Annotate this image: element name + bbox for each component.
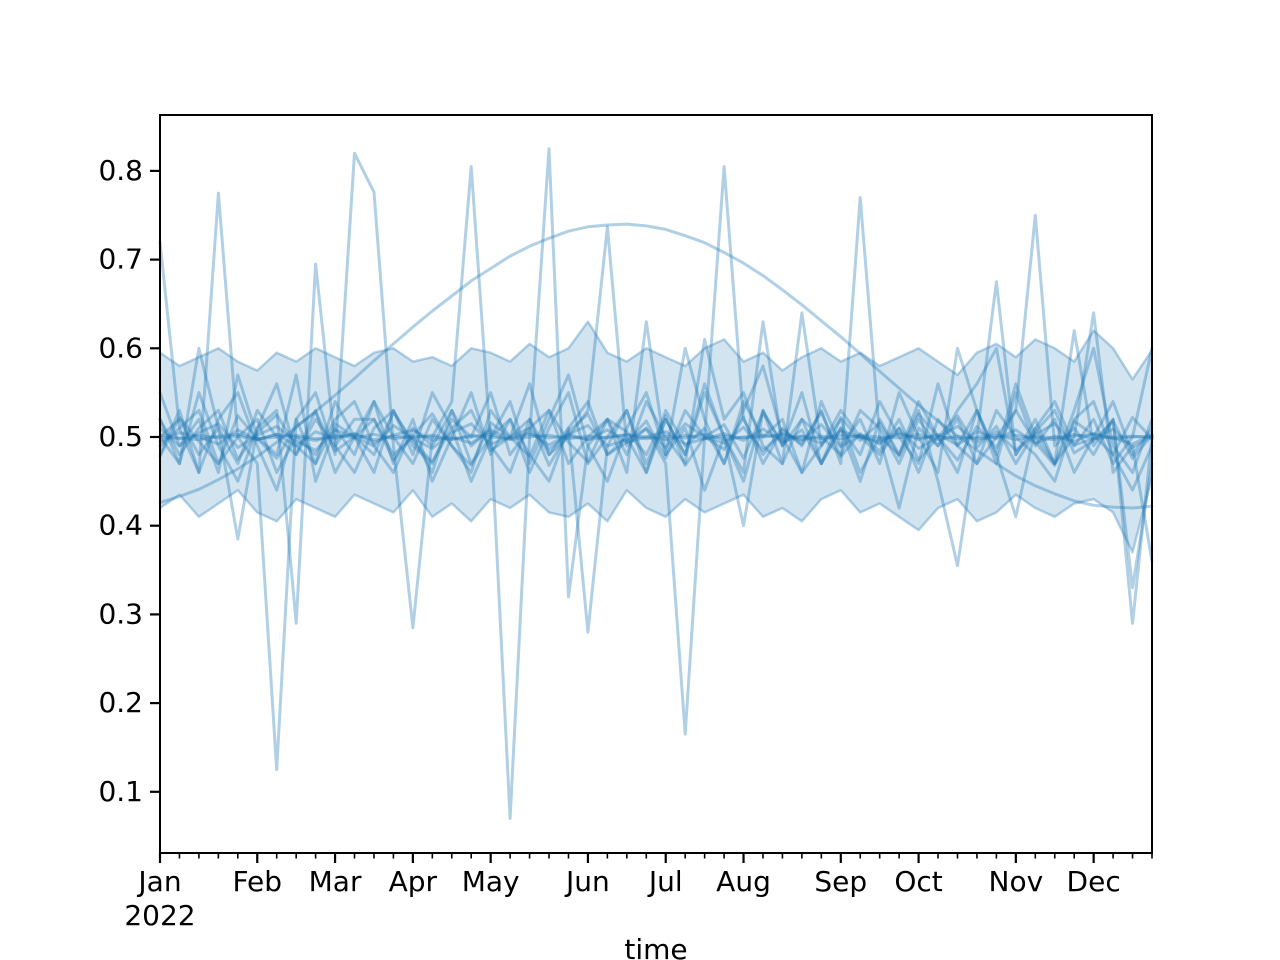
tick-labels: Jan 2022 Feb Mar Apr May Jun Jul Aug Sep Oct Nov Dec… [98,154,1120,932]
x-tick-label: Sep [814,865,867,898]
plot-border [159,114,1153,854]
x-tick-label: Aug [716,865,771,898]
series-line-tight-5 [158,408,1154,467]
series-line-noisy-3 [158,337,1154,474]
y-tick-label: 0.8 [98,154,143,187]
series-line-wild-2 [158,147,1154,820]
x-tick-label: Feb [232,865,282,898]
band-upper-edge [159,320,1154,381]
y-tick-label: 0.3 [98,597,143,630]
y-tick-label: 0.7 [98,243,143,276]
axes [150,114,1153,863]
series-line-noisy-1 [158,382,1154,483]
series-line-tight-6 [158,408,1154,467]
x-tick-label: Jun [564,865,610,898]
y-tick-label: 0.5 [98,420,143,453]
series-line-tight-3 [158,427,1154,448]
band-lower-edge [159,476,1154,554]
y-tick-label: 0.1 [98,775,143,808]
series-line-wild-3 [158,320,1154,634]
band-fill [160,321,1152,553]
series-line-wild-1 [158,151,1154,772]
y-tick-label: 0.4 [98,509,143,542]
y-tick-label: 0.6 [98,331,143,364]
y-tick-label: 0.2 [98,686,143,719]
series-line-noisy-2 [158,346,1154,492]
series-line-smooth-seasonal [158,222,1154,510]
x-tick-label: Jan 2022 [124,865,195,932]
x-axis-label: time [624,933,687,960]
x-tick-label: May [462,865,520,898]
series-line-tight-4 [158,422,1154,452]
x-tick-label: Mar [309,865,362,898]
x-tick-label: Jul [647,865,683,898]
x-tick-label: Dec [1067,865,1121,898]
series-line-tight-1 [158,432,1154,442]
confidence-band [159,320,1154,554]
series-line-noisy-4 [158,400,1154,492]
series-line-tight-2 [158,432,1154,442]
x-tick-label: Nov [989,865,1044,898]
x-tick-label: Apr [389,865,438,898]
series-lines [158,147,1154,820]
x-tick-label: Oct [894,865,942,898]
